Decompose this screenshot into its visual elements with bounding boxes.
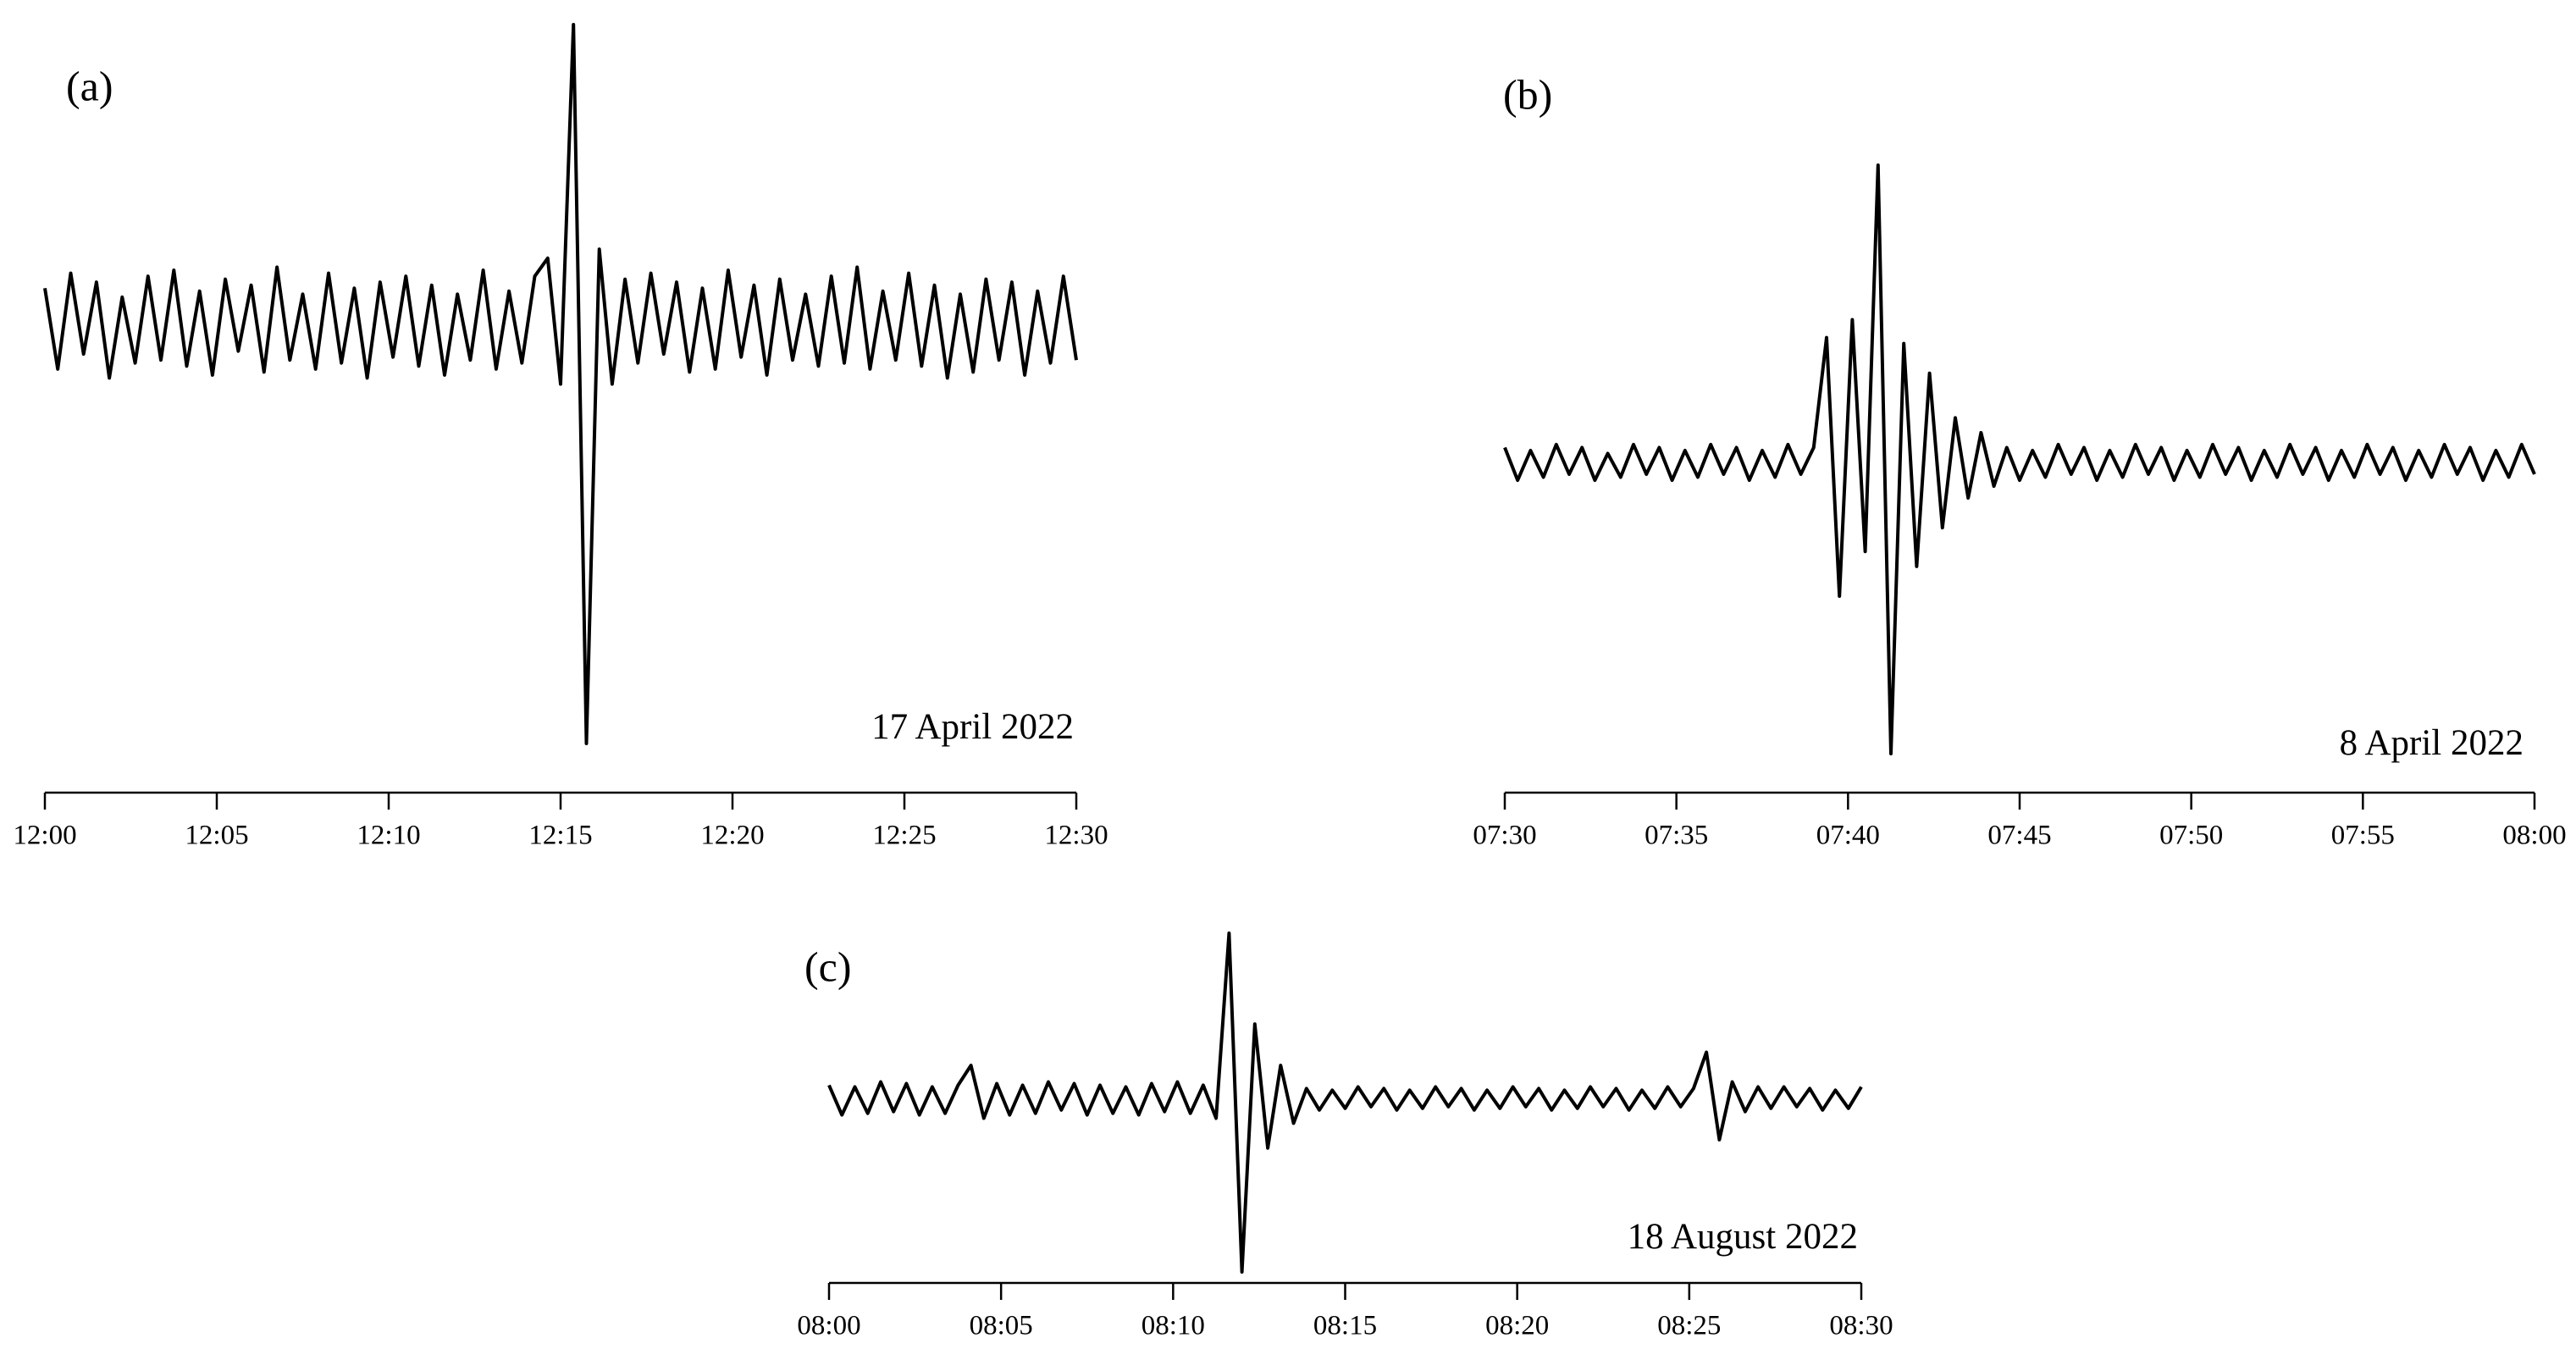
date-annotation: 8 April 2022 [2340, 723, 2523, 763]
x-tick-label: 08:30 [1829, 1311, 1893, 1341]
x-tick-label: 07:50 [2159, 821, 2223, 851]
x-tick-label: 07:30 [1473, 821, 1536, 851]
x-tick-label: 08:05 [970, 1311, 1033, 1341]
waveform [43, 23, 1078, 745]
x-tick-label: 07:35 [1645, 821, 1708, 851]
x-tick-label: 07:40 [1816, 821, 1880, 851]
x-tick-label: 08:00 [797, 1311, 860, 1341]
panel-label: (a) [66, 62, 113, 109]
x-tick-label: 07:45 [1987, 821, 2051, 851]
x-tick-label: 08:25 [1657, 1311, 1721, 1341]
panel-label: (c) [804, 943, 852, 990]
x-tick-label: 08:10 [1142, 1311, 1205, 1341]
date-annotation: 17 April 2022 [871, 707, 1074, 747]
x-tick-label: 12:00 [13, 821, 76, 851]
x-tick-label: 08:15 [1313, 1311, 1377, 1341]
x-tick-label: 08:20 [1485, 1311, 1549, 1341]
waveform [1503, 163, 2536, 755]
x-tick-label: 12:20 [700, 821, 764, 851]
date-annotation: 18 August 2022 [1628, 1217, 1858, 1257]
x-tick-label: 12:30 [1044, 821, 1108, 851]
x-tick-label: 08:00 [2502, 821, 2566, 851]
x-tick-label: 12:25 [872, 821, 936, 851]
x-tick-label: 07:55 [2331, 821, 2395, 851]
x-tick-label: 12:10 [357, 821, 420, 851]
waveform [827, 932, 1863, 1274]
panel-label: (b) [1503, 70, 1552, 118]
x-tick-label: 12:05 [185, 821, 248, 851]
x-tick-label: 12:15 [528, 821, 592, 851]
